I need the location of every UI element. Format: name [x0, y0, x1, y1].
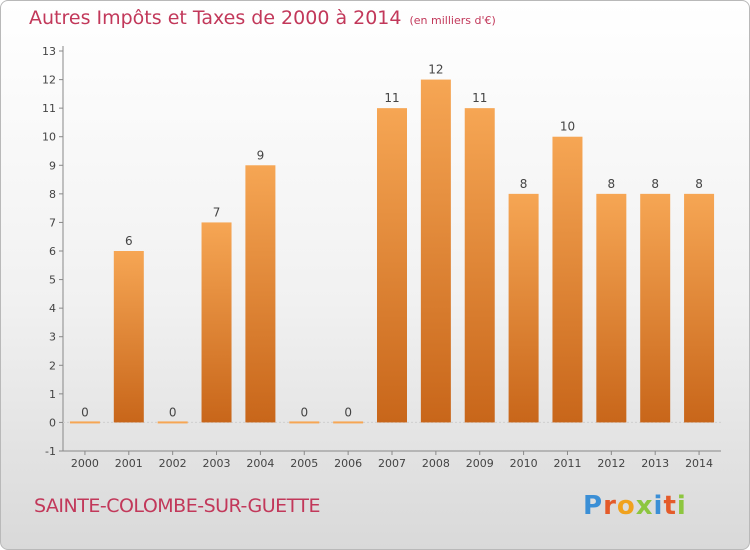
y-tick-label: 11	[42, 102, 56, 115]
commune-name: SAINTE-COLOMBE-SUR-GUETTE	[34, 495, 321, 517]
data-label: 9	[257, 148, 265, 162]
x-tick-label: 2007	[378, 457, 406, 470]
bar	[596, 193, 627, 423]
logo-letter: t	[663, 491, 677, 521]
data-label: 11	[384, 91, 399, 105]
data-label: 7	[213, 205, 221, 219]
bar	[552, 136, 583, 423]
data-label: 0	[344, 405, 352, 419]
y-tick-label: 1	[49, 388, 56, 401]
y-tick-label: 12	[42, 74, 56, 87]
title-unit: (en milliers d'€)	[409, 14, 496, 27]
data-label: 8	[651, 177, 659, 191]
bar	[157, 421, 188, 424]
x-tick-label: 2001	[115, 457, 143, 470]
chart-title: Autres Impôts et Taxes de 2000 à 2014 (en…	[29, 7, 496, 29]
x-tick-label: 2014	[685, 457, 713, 470]
logo-letter: o	[616, 491, 636, 521]
proxiti-logo: Proxiti	[583, 491, 687, 521]
y-tick-label: 8	[49, 188, 56, 201]
x-tick-label: 2003	[203, 457, 231, 470]
logo-letter: x	[635, 491, 654, 521]
y-tick-label: 3	[49, 331, 56, 344]
bar	[113, 251, 144, 423]
data-label: 8	[695, 177, 703, 191]
data-label: 0	[169, 405, 177, 419]
logo-letter: i	[676, 491, 687, 521]
bar	[464, 108, 495, 423]
bar	[508, 193, 539, 423]
y-tick-label: 5	[49, 274, 56, 287]
x-tick-label: 2010	[510, 457, 538, 470]
x-tick-label: 2009	[466, 457, 494, 470]
y-tick-label: 13	[42, 45, 56, 58]
x-tick-label: 2000	[71, 457, 99, 470]
bar	[420, 79, 451, 423]
x-tick-label: 2005	[290, 457, 318, 470]
data-label: 0	[81, 405, 89, 419]
data-label: 8	[608, 177, 616, 191]
x-tick-label: 2011	[553, 457, 581, 470]
bar	[333, 421, 364, 424]
y-tick-label: 0	[49, 416, 56, 429]
data-label: 8	[520, 177, 528, 191]
logo-letter: P	[583, 491, 604, 521]
bar	[245, 165, 276, 423]
bar	[69, 421, 100, 424]
logo-letter: r	[603, 491, 617, 521]
data-label: 6	[125, 234, 133, 248]
bar	[684, 193, 715, 423]
bar	[640, 193, 671, 423]
data-label: 10	[560, 120, 575, 134]
x-tick-label: 2002	[159, 457, 187, 470]
logo-letter: i	[653, 491, 664, 521]
y-tick-label: 6	[49, 245, 56, 258]
x-tick-label: 2004	[246, 457, 274, 470]
y-tick-label: 2	[49, 359, 56, 372]
x-tick-label: 2012	[597, 457, 625, 470]
title-text: Autres Impôts et Taxes de 2000 à 2014	[29, 7, 402, 29]
y-tick-label: 4	[49, 302, 56, 315]
data-label: 0	[300, 405, 308, 419]
data-label: 12	[428, 63, 443, 77]
y-tick-label: 7	[49, 216, 56, 229]
bar	[377, 108, 407, 423]
x-tick-label: 2013	[641, 457, 669, 470]
x-tick-label: 2008	[422, 457, 450, 470]
y-tick-label: -1	[45, 445, 56, 458]
y-tick-label: 10	[42, 131, 56, 144]
bar	[289, 421, 320, 424]
bar	[201, 222, 232, 423]
x-tick-label: 2006	[334, 457, 362, 470]
y-tick-label: 9	[49, 159, 56, 172]
data-label: 11	[472, 91, 487, 105]
